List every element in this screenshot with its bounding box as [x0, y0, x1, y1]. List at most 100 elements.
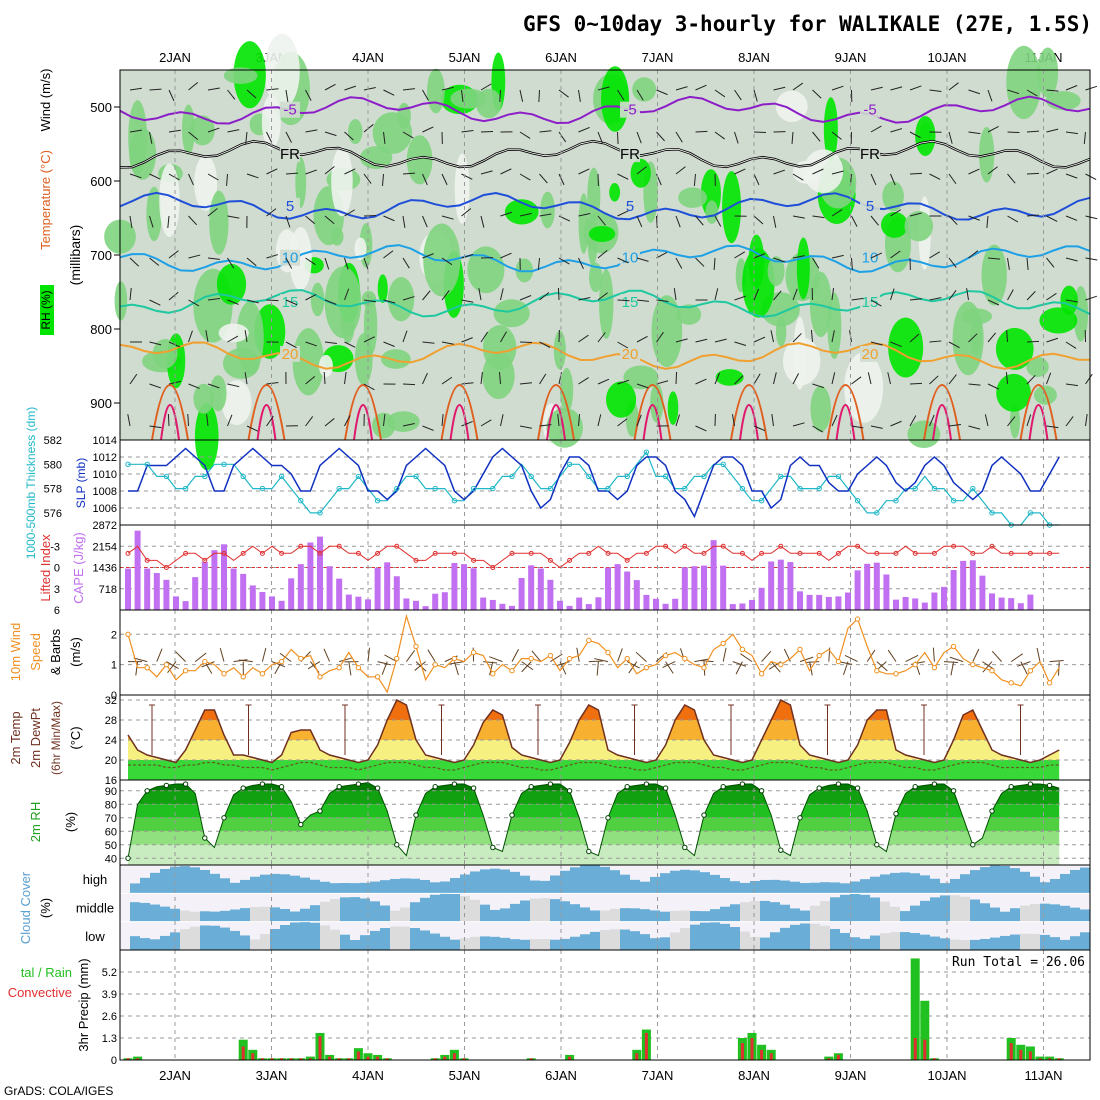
cloud-cell [220, 878, 230, 894]
cape-bar [787, 562, 794, 610]
wind-barb [812, 383, 825, 389]
date-tick-bottom: 5JAN [449, 1068, 481, 1083]
wind-barb-10m [1036, 647, 1041, 662]
wind-barb-10m [1017, 661, 1031, 667]
wind-barb [890, 209, 901, 217]
rh-blob [482, 352, 515, 399]
precip-convective-bar [923, 1039, 927, 1060]
cloud-cell [790, 924, 800, 950]
wind-barb [1083, 131, 1086, 144]
wind-barb [675, 166, 686, 175]
wind-barb [987, 89, 993, 102]
wind-barb [812, 215, 825, 219]
cloud-cell [360, 898, 370, 922]
slp-tick: 1012 [93, 452, 117, 464]
wind-barb [1007, 215, 1019, 223]
wind-barb [188, 215, 198, 226]
wind-speed-point [989, 668, 995, 674]
wind-barb-10m [167, 661, 177, 674]
wind10-axis-label-1: 10m Wind [8, 623, 23, 682]
lifted-index-point [701, 550, 707, 556]
thickness-point [413, 473, 419, 480]
wind-speed-point [317, 674, 323, 680]
slp-axis-label: SLP (mb) [74, 458, 88, 508]
cape-bar [835, 596, 842, 610]
wind-barb [714, 215, 722, 227]
isotherm-label-bg [280, 197, 300, 214]
cape-bar [739, 603, 746, 610]
cloud-cell [890, 906, 900, 922]
cloud-cell [630, 879, 640, 894]
isotherm-label: 5 [286, 198, 294, 215]
temp-tick: 32 [105, 695, 117, 707]
precip-convective-bar [251, 1053, 255, 1060]
rh-blob [318, 354, 333, 378]
cloud-cell [490, 868, 500, 894]
wind-speed-point [912, 661, 918, 668]
cape-bar [710, 540, 717, 610]
wind-barb [558, 89, 569, 98]
rh-point [278, 784, 285, 790]
wind-speed-point [298, 655, 304, 662]
wind-barb [127, 414, 131, 427]
slp-tick: 1006 [93, 503, 117, 515]
isotherm-label: 20 [282, 346, 299, 363]
wind-barb [188, 173, 194, 186]
cloud-cell [660, 937, 670, 950]
cloud-cell [1010, 908, 1020, 922]
rh-blob [406, 135, 433, 185]
wind-barb [1046, 337, 1059, 343]
cape-bar [403, 598, 410, 610]
cape-bar [806, 594, 813, 610]
precip-convective-bar [241, 1046, 245, 1060]
pressure-tick: 900 [90, 396, 112, 411]
wind-barb [244, 372, 248, 385]
cloud-cell [510, 939, 520, 950]
cloud-cell [260, 933, 270, 950]
wind-barb [948, 374, 957, 385]
isotherm-25 [633, 384, 672, 441]
wind-barb [1085, 257, 1098, 261]
wind-barb [538, 89, 540, 103]
wind-barb [909, 212, 922, 217]
rh-blob [609, 183, 621, 202]
cloud-cell [220, 910, 230, 922]
cloud-cell [880, 874, 890, 894]
wind-barb [402, 215, 406, 228]
pressure-tick: 800 [90, 322, 112, 337]
wind-barb [519, 295, 532, 301]
wind-barb [324, 215, 335, 225]
wind-barb [656, 251, 668, 259]
cloud-cell [170, 932, 180, 950]
precip-axis-label-2: Convective [8, 985, 72, 1000]
cloud-cell [840, 883, 850, 894]
cloud-cell [380, 880, 390, 894]
cape-bar [201, 562, 208, 610]
cape-bar [1017, 603, 1024, 610]
rh-blob [194, 155, 218, 211]
cloud-cell [240, 935, 250, 950]
cloud-cell [500, 937, 510, 950]
isotherm-30 [160, 404, 180, 441]
rh-point [720, 784, 726, 790]
cloud-cell [140, 938, 150, 950]
cape-bar [192, 577, 199, 610]
wind-barb-10m [588, 660, 603, 663]
wind-barb [870, 299, 882, 307]
rh-point [893, 811, 899, 817]
cloud-cell [550, 875, 560, 894]
rh-blob [146, 186, 162, 242]
cloud-cell [310, 922, 320, 950]
wind-barb-10m [576, 647, 580, 662]
wind-barb [402, 88, 415, 91]
date-tick-top: 2JAN [159, 50, 191, 65]
cloud-cell [700, 911, 710, 922]
cloud-cell [860, 879, 870, 894]
cape-bar [998, 597, 1005, 610]
cloud-cell [830, 882, 840, 894]
lifted-index-tick: -3 [50, 541, 60, 553]
wind-barb [558, 131, 567, 143]
rh-blob [363, 295, 378, 356]
wind-barb [987, 383, 1000, 390]
cloud-cell [910, 905, 920, 922]
